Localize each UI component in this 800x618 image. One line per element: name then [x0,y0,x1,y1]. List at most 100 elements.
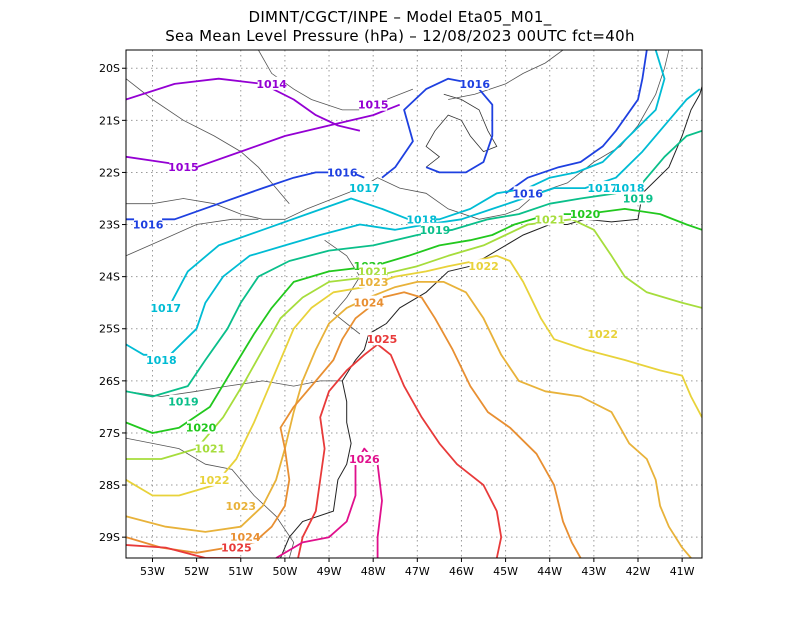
label-bg [420,222,449,236]
lon-tick-label: 45W [493,565,518,578]
lat-tick-label: 25S [99,323,120,336]
label-bg [200,472,229,486]
isobar-label-1025: 1025 [221,542,252,555]
isobar-label-1016: 1016 [133,219,164,232]
lon-tick-label: 53W [140,565,165,578]
state-border [126,50,670,220]
lat-tick-label: 20S [99,62,120,75]
lon-tick-label: 42W [626,565,651,578]
label-bg [615,181,644,195]
lat-tick-label: 28S [99,479,120,492]
lon-tick-label: 46W [449,565,474,578]
label-bg [588,181,617,195]
label-bg [513,186,542,200]
lon-tick-label: 44W [537,565,562,578]
lat-tick-label: 26S [99,375,120,388]
label-bg [226,498,255,512]
lat-tick-label: 22S [99,166,120,179]
isobars [126,50,702,558]
isobar-label-1023: 1023 [225,500,256,513]
label-bg [359,274,388,288]
label-bg [169,394,198,408]
label-bg [407,212,436,226]
isobar-label-1017: 1017 [587,182,618,195]
isobar-label-1022: 1022 [468,260,499,273]
state-border [448,50,564,100]
isobar-label-1019: 1019 [623,192,654,205]
lat-tick-label: 21S [99,114,120,127]
isobar-label-1022: 1022 [587,328,618,341]
label-bg [151,300,180,314]
lon-tick-label: 52W [184,565,209,578]
isobar-1023 [126,281,692,558]
isobar-1020 [126,208,702,434]
label-bg [571,207,600,221]
label-bg [368,332,396,346]
isobar-labels: 1014 1015 1015 1016 1016 1016 1016 1017 1017 1017… [133,76,654,555]
label-bg [588,326,617,340]
state-border [126,437,295,558]
reservoir-outline [425,93,498,168]
isobar-label-1020: 1020 [570,208,601,221]
label-bg [350,452,379,466]
lon-tick-label: 49W [317,565,342,578]
isobar-1025 [126,544,241,558]
lon-tick-label: 41W [670,565,695,578]
lat-tick-label: 23S [99,219,120,232]
label-bg [535,212,564,226]
label-bg [195,441,224,455]
isobar-label-1016: 1016 [327,166,358,179]
isobar-1022 [126,254,702,497]
label-bg [169,160,198,174]
lat-tick-label: 24S [99,271,120,284]
isobar-1021 [126,218,702,460]
isobar-label-1021: 1021 [534,213,565,226]
isobar-label-1025: 1025 [367,333,398,346]
lon-tick-label: 48W [361,565,386,578]
label-bg [359,264,388,278]
isobar-label-1020: 1020 [186,422,217,435]
label-bg [257,76,286,90]
isobar-label-1016: 1016 [459,78,490,91]
lon-tick-label: 50W [272,565,297,578]
isobar-label-1022: 1022 [199,474,230,487]
isobar-label-1019: 1019 [168,396,199,409]
isobar-label-1018: 1018 [146,354,177,367]
isobar-label-1015: 1015 [358,99,389,112]
lat-tick-label: 27S [99,427,120,440]
lat-tick-label: 29S [99,531,120,544]
chart-title-line2: Sea Mean Level Pressure (hPa) – 12/08/20… [165,27,635,45]
label-bg [350,181,379,195]
isobar-label-1017: 1017 [150,302,181,315]
label-bg [328,165,357,179]
isobar-1024 [126,291,582,558]
isobar-label-1021: 1021 [195,443,226,456]
label-bg [147,353,176,367]
isobar-1018 [126,88,701,356]
isobar-label-1023: 1023 [358,276,389,289]
isobar-label-1026: 1026 [349,453,380,466]
label-bg [460,76,489,90]
label-bg [134,217,163,231]
isobar-1016 [505,50,648,195]
lon-tick-label: 47W [405,565,430,578]
axis-ticks: 53W 52W 51W 50W 49W 48W 47W 46W 45W 44W 43W 42W 41W 2… [99,62,695,578]
chart-title-line1: DIMNT/CGCT/INPE – Model Eta05_M01_ [248,8,552,26]
state-borders [126,50,670,558]
isobar-label-1015: 1015 [168,161,199,174]
label-bg [359,97,388,111]
lon-tick-label: 43W [581,565,606,578]
isobar-1015 [126,103,401,169]
isobar-label-1014: 1014 [256,78,287,91]
label-bg [469,259,498,273]
label-bg [222,540,251,554]
label-bg [231,530,260,544]
isobar-label-1017: 1017 [349,182,380,195]
lon-tick-label: 51W [228,565,253,578]
isobar-label-1019: 1019 [420,224,451,237]
isobar-1017 [164,50,666,314]
label-bg [187,420,216,434]
isobar-label-1016: 1016 [512,187,543,200]
label-bg [624,191,652,205]
